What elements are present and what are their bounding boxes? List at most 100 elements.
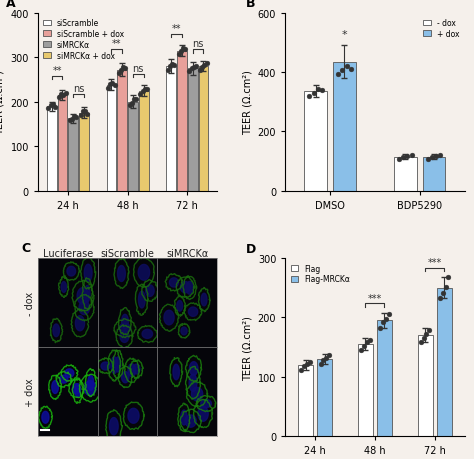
Y-axis label: TEER (Ω.cm²): TEER (Ω.cm²): [0, 70, 5, 135]
Polygon shape: [121, 314, 128, 329]
Point: [122, 66, 129, 73]
Point: [190, 64, 198, 72]
Polygon shape: [169, 278, 179, 287]
Bar: [333, 62, 356, 191]
Legend: - dox, + dox: - dox, + dox: [421, 17, 461, 40]
Point: [168, 61, 176, 68]
Point: [109, 80, 116, 88]
Point: [338, 67, 346, 74]
Point: [417, 339, 425, 346]
Polygon shape: [67, 267, 76, 276]
Polygon shape: [52, 381, 58, 394]
Point: [62, 90, 69, 97]
Text: A: A: [6, 0, 15, 10]
Point: [366, 336, 374, 344]
Bar: [394, 157, 417, 191]
Point: [119, 64, 127, 72]
Point: [132, 96, 140, 104]
Polygon shape: [84, 265, 92, 282]
Bar: [317, 359, 332, 436]
Polygon shape: [189, 374, 197, 392]
Point: [45, 106, 52, 113]
Point: [442, 283, 449, 291]
Bar: [304, 92, 327, 191]
Point: [60, 92, 67, 100]
Polygon shape: [133, 364, 140, 374]
Polygon shape: [120, 330, 129, 343]
Point: [47, 102, 55, 110]
Point: [201, 62, 208, 70]
Polygon shape: [138, 291, 145, 308]
Bar: [199, 67, 208, 191]
Bar: [298, 365, 313, 436]
Polygon shape: [146, 285, 154, 297]
Point: [141, 86, 148, 94]
Point: [182, 46, 189, 54]
Text: ns: ns: [133, 64, 144, 73]
Polygon shape: [142, 330, 153, 339]
Point: [139, 88, 146, 95]
Point: [73, 114, 80, 122]
Point: [175, 51, 182, 58]
Point: [111, 82, 118, 90]
Point: [445, 274, 452, 281]
Text: **: **: [172, 24, 181, 34]
Bar: [358, 344, 373, 436]
Text: B: B: [246, 0, 255, 10]
Point: [420, 335, 428, 342]
Point: [104, 85, 112, 93]
Y-axis label: - dox: - dox: [25, 291, 35, 315]
Point: [322, 354, 330, 362]
Text: **: **: [112, 39, 121, 49]
Point: [319, 357, 327, 364]
Point: [436, 295, 444, 302]
Point: [314, 86, 322, 94]
Point: [107, 81, 114, 89]
Polygon shape: [118, 266, 125, 282]
Polygon shape: [75, 316, 84, 331]
Point: [424, 156, 431, 163]
Title: siMRCKα: siMRCKα: [166, 249, 209, 258]
Point: [203, 60, 210, 67]
Polygon shape: [109, 418, 118, 435]
Polygon shape: [181, 282, 190, 293]
Bar: [188, 69, 198, 191]
Point: [166, 63, 174, 71]
Text: ***: ***: [428, 257, 442, 268]
Polygon shape: [60, 375, 68, 383]
Point: [179, 45, 187, 53]
Bar: [47, 107, 56, 191]
Point: [334, 71, 342, 78]
Text: *: *: [342, 30, 347, 40]
Polygon shape: [111, 357, 118, 374]
Polygon shape: [75, 384, 81, 397]
Bar: [79, 113, 89, 191]
Point: [298, 366, 305, 374]
Bar: [128, 102, 138, 191]
Point: [66, 118, 74, 125]
Point: [143, 86, 151, 94]
Point: [77, 112, 84, 119]
Polygon shape: [185, 415, 196, 427]
Point: [306, 358, 314, 366]
Point: [55, 95, 63, 102]
Point: [439, 289, 447, 297]
Point: [428, 154, 436, 162]
Polygon shape: [84, 381, 96, 396]
Point: [347, 66, 355, 73]
Y-axis label: TEER (Ω.cm²): TEER (Ω.cm²): [242, 70, 252, 135]
Polygon shape: [201, 399, 211, 408]
Polygon shape: [79, 301, 90, 315]
Point: [188, 66, 195, 73]
Polygon shape: [101, 362, 110, 370]
Point: [68, 116, 76, 123]
Title: Luciferase: Luciferase: [43, 249, 93, 258]
Text: **: **: [52, 66, 62, 76]
Polygon shape: [128, 409, 139, 423]
Point: [343, 63, 350, 71]
Point: [164, 67, 172, 74]
Point: [303, 360, 311, 368]
Point: [400, 154, 407, 162]
Point: [71, 113, 78, 121]
Text: ns: ns: [73, 84, 84, 94]
